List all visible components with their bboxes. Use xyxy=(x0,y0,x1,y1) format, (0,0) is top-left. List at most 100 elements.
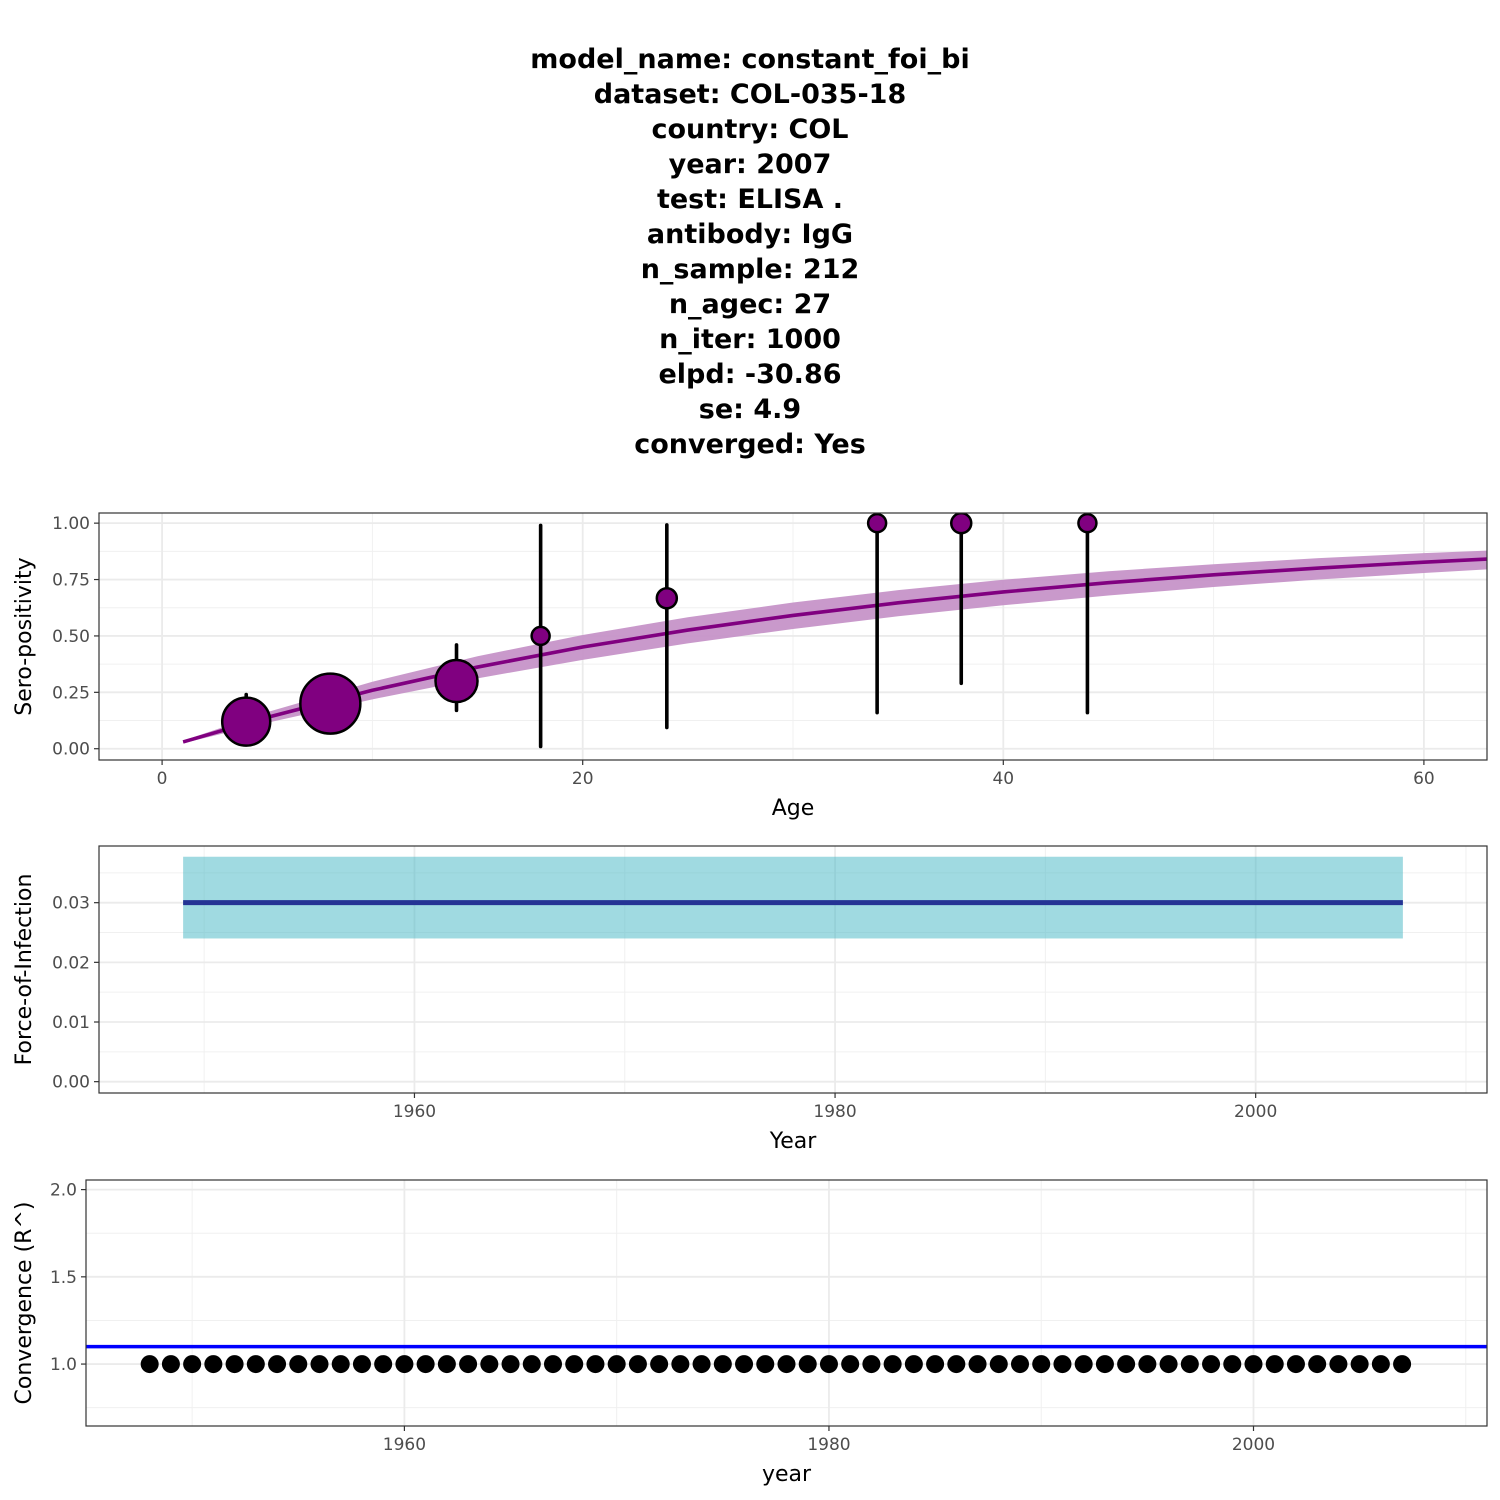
rhat-point xyxy=(416,1355,435,1374)
title-line-n-iter: n_iter: 1000 xyxy=(659,324,841,355)
rhat-point xyxy=(798,1355,817,1374)
rhat-point xyxy=(310,1355,329,1374)
panel-border xyxy=(85,1179,1488,1427)
rhat-point xyxy=(374,1355,393,1374)
rhat-point xyxy=(1329,1355,1348,1374)
y-axis-title: Sero-positivity xyxy=(12,557,37,715)
title-line-test: test: ELISA . xyxy=(657,184,843,215)
rhat-point xyxy=(1011,1355,1029,1374)
rhat-point xyxy=(671,1355,690,1374)
x-tick-label: 40 xyxy=(992,769,1014,789)
y-tick-label: 0.01 xyxy=(52,1013,90,1033)
rhat-point xyxy=(1032,1355,1051,1374)
observed-point xyxy=(434,658,479,704)
y-tick-label: 1.0 xyxy=(50,1355,77,1375)
rhat-point xyxy=(459,1355,478,1374)
title-line-n-agec: n_agec: 27 xyxy=(669,289,831,320)
rhat-point xyxy=(713,1355,732,1374)
observed-point xyxy=(1077,513,1098,534)
y-tick-label: 2.0 xyxy=(50,1181,77,1201)
force-of-infection-panel: 1960 1980 2000 0.00 0.01 0.02 0.03 Year Force-of… xyxy=(12,845,1488,1154)
x-tick-label: 2000 xyxy=(1234,1102,1277,1122)
rhat-point xyxy=(480,1355,499,1374)
y-tick-label: 1.00 xyxy=(52,514,90,534)
rhat-point xyxy=(947,1355,966,1374)
rhat-point xyxy=(1117,1355,1136,1374)
rhat-point xyxy=(989,1355,1008,1374)
rhat-point xyxy=(841,1355,860,1374)
title-line-converged: converged: Yes xyxy=(634,429,866,460)
title-line-elpd: elpd: -30.86 xyxy=(658,359,841,390)
rhat-point xyxy=(501,1355,520,1374)
rhat-point xyxy=(628,1355,647,1374)
rhat-point xyxy=(1159,1355,1178,1374)
rhat-point xyxy=(1371,1355,1390,1374)
rhat-point xyxy=(183,1355,202,1374)
rhat-point xyxy=(1180,1355,1199,1374)
panel-border xyxy=(98,845,1488,1094)
x-tick-label: 1980 xyxy=(813,1102,856,1122)
convergence-panel: 1960 1980 2000 1.0 1.5 2.0 year Convergence (R^… xyxy=(12,1179,1488,1487)
rhat-point xyxy=(1244,1355,1263,1374)
observed-point xyxy=(949,513,973,535)
rhat-point xyxy=(268,1355,287,1374)
title-line-model-name: model_name: constant_foi_bi xyxy=(530,44,969,75)
rhat-point xyxy=(522,1355,541,1374)
x-tick-label: 60 xyxy=(1413,769,1435,789)
rhat-point xyxy=(161,1355,180,1374)
title-line-dataset: dataset: COL-035-18 xyxy=(594,79,906,110)
rhat-point xyxy=(1138,1355,1157,1374)
rhat-point xyxy=(1265,1355,1284,1374)
rhat-point xyxy=(289,1355,308,1374)
rhat-point xyxy=(607,1355,626,1374)
rhat-point xyxy=(883,1355,902,1374)
rhat-point xyxy=(586,1355,605,1374)
rhat-point xyxy=(331,1355,350,1374)
rhat-point xyxy=(1393,1355,1412,1374)
rhat-point xyxy=(544,1355,562,1374)
rhat-point xyxy=(565,1355,584,1374)
x-tick-label: 1980 xyxy=(807,1435,850,1455)
observed-point xyxy=(530,625,551,647)
y-tick-label: 0.25 xyxy=(52,683,90,703)
rhat-point xyxy=(756,1355,775,1374)
rhat-point xyxy=(204,1355,223,1374)
x-tick-label: 1960 xyxy=(393,1102,436,1122)
observed-point xyxy=(299,672,362,735)
rhat-point xyxy=(777,1355,796,1374)
title-line-year: year: 2007 xyxy=(669,149,832,180)
title-line-n-sample: n_sample: 212 xyxy=(641,254,860,285)
title-line-antibody: antibody: IgG xyxy=(647,219,853,250)
rhat-point xyxy=(926,1355,945,1374)
title-line-country: country: COL xyxy=(652,114,849,145)
rhat-point xyxy=(904,1355,923,1374)
x-tick-label: 2000 xyxy=(1232,1435,1275,1455)
rhat-point xyxy=(140,1355,159,1374)
rhat-point xyxy=(1095,1355,1114,1374)
x-axis-title: Age xyxy=(772,796,815,821)
rhat-point xyxy=(819,1355,838,1374)
plot-background xyxy=(86,1180,1487,1426)
y-tick-label: 1.5 xyxy=(50,1268,77,1288)
rhat-point xyxy=(395,1355,414,1374)
rhat-point xyxy=(1053,1355,1072,1374)
y-tick-label: 0.02 xyxy=(52,953,90,973)
y-tick-label: 0.00 xyxy=(52,740,90,760)
rhat-point xyxy=(437,1355,456,1374)
model-fit-line xyxy=(182,557,1487,744)
rhat-point xyxy=(225,1355,244,1374)
rhat-point xyxy=(1074,1355,1093,1374)
title-line-se: se: 4.9 xyxy=(699,394,801,425)
observed-point xyxy=(655,587,679,610)
foi-credible-band xyxy=(183,856,1403,939)
x-axis-title: Year xyxy=(769,1129,818,1154)
x-tick-label: 0 xyxy=(157,769,168,789)
rhat-point xyxy=(862,1355,881,1374)
observed-point xyxy=(220,696,272,747)
rhat-point xyxy=(246,1355,265,1374)
x-axis-title: year xyxy=(762,1462,812,1487)
rhat-point xyxy=(1308,1355,1327,1374)
y-tick-label: 0.03 xyxy=(52,894,90,914)
y-tick-label: 0.00 xyxy=(52,1073,90,1093)
